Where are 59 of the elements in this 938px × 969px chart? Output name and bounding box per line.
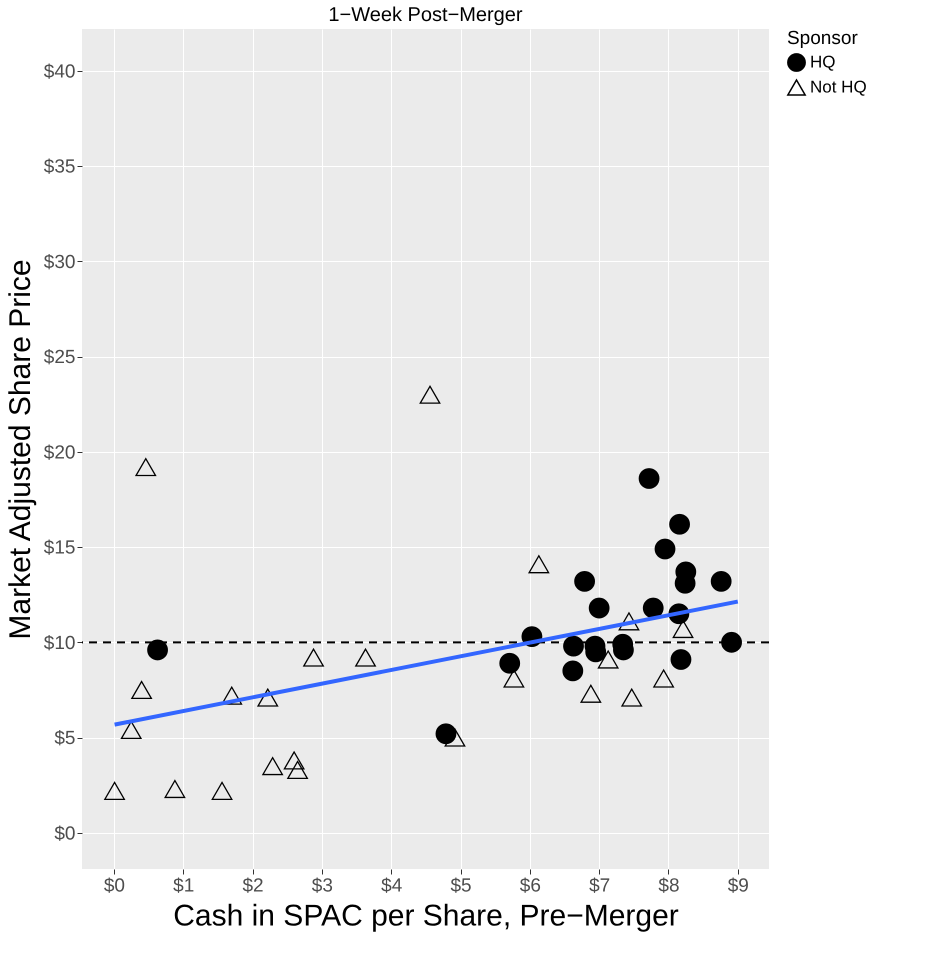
x-tick-label: $6 bbox=[520, 876, 541, 896]
point bbox=[135, 458, 156, 476]
point bbox=[669, 514, 690, 535]
y-tick-label: $40 bbox=[44, 61, 76, 82]
legend-title: Sponsor bbox=[787, 28, 858, 49]
point bbox=[147, 640, 168, 660]
y-tick-label: $20 bbox=[44, 442, 76, 464]
point bbox=[598, 650, 619, 669]
y-tick-label: $35 bbox=[44, 156, 76, 178]
point bbox=[618, 612, 640, 630]
point bbox=[257, 688, 278, 707]
x-tick-label: $5 bbox=[450, 876, 472, 896]
x-tick-label: $4 bbox=[381, 876, 403, 896]
y-tick-label: $30 bbox=[44, 252, 76, 273]
point bbox=[654, 538, 676, 560]
point bbox=[287, 760, 308, 780]
point bbox=[621, 688, 642, 707]
x-tick-label: $2 bbox=[242, 876, 264, 896]
point bbox=[670, 649, 692, 670]
point bbox=[653, 669, 674, 688]
point bbox=[638, 468, 660, 489]
point bbox=[164, 780, 186, 798]
x-tick-label: $0 bbox=[104, 876, 125, 896]
point bbox=[710, 571, 732, 592]
legend-label: HQ bbox=[810, 52, 836, 72]
point bbox=[563, 636, 584, 657]
y-tick-label: $25 bbox=[44, 347, 76, 368]
y-axis-title: Market Adjusted Share Price bbox=[4, 259, 37, 640]
point bbox=[562, 660, 584, 682]
x-tick-label: $3 bbox=[312, 876, 333, 896]
y-tick-label: $10 bbox=[44, 632, 76, 654]
point bbox=[528, 555, 550, 574]
point bbox=[580, 684, 602, 703]
x-tick-label: $8 bbox=[658, 876, 680, 896]
point bbox=[212, 782, 232, 800]
point bbox=[642, 598, 664, 618]
point bbox=[104, 782, 125, 800]
point bbox=[221, 686, 242, 705]
x-tick-label: $7 bbox=[589, 876, 610, 896]
x-axis-title: Cash in SPAC per Share, Pre−Merger bbox=[173, 900, 679, 932]
x-tick-label: $1 bbox=[173, 876, 194, 896]
point bbox=[588, 598, 610, 618]
point bbox=[499, 652, 520, 674]
point bbox=[574, 571, 595, 592]
legend-label: Not HQ bbox=[810, 78, 867, 96]
y-tick-label: $0 bbox=[54, 823, 76, 844]
point bbox=[436, 723, 456, 744]
point bbox=[262, 757, 284, 776]
y-tick-label: $5 bbox=[54, 728, 76, 750]
point bbox=[303, 648, 324, 667]
point bbox=[284, 751, 305, 770]
point bbox=[131, 680, 152, 700]
point bbox=[355, 648, 376, 667]
point bbox=[444, 728, 466, 747]
point bbox=[420, 386, 440, 404]
point bbox=[721, 632, 742, 653]
chart-title: 1−Week Post−Merger bbox=[328, 4, 523, 26]
y-tick-label: $15 bbox=[44, 538, 76, 559]
x-tick-label: $9 bbox=[728, 876, 749, 896]
